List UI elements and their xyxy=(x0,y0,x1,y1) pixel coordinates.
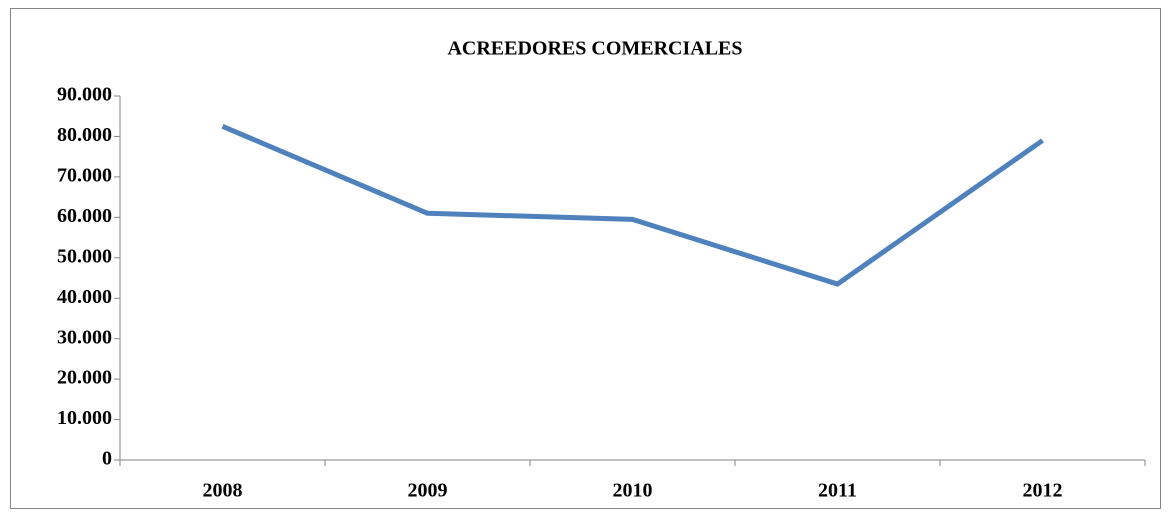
data-line xyxy=(221,124,1044,287)
x-tick-label: 2010 xyxy=(613,480,653,502)
x-tick-label: 2011 xyxy=(818,480,857,502)
y-tick-label: 80.000 xyxy=(57,124,112,146)
y-tick-label: 70.000 xyxy=(57,164,112,186)
chart-border xyxy=(10,8,1161,509)
y-tick-label: 30.000 xyxy=(57,326,112,348)
y-tick-label: 20.000 xyxy=(57,367,112,389)
y-tick-label: 90.000 xyxy=(57,84,112,106)
y-tick-label: 50.000 xyxy=(57,245,112,267)
x-tick-label: 2009 xyxy=(408,480,448,502)
x-tick-label: 2012 xyxy=(1023,480,1063,502)
y-tick-label: 0 xyxy=(102,448,112,470)
y-tick-label: 60.000 xyxy=(57,205,112,227)
y-tick-label: 40.000 xyxy=(57,286,112,308)
y-tick-label: 10.000 xyxy=(57,407,112,429)
x-tick-label: 2008 xyxy=(203,480,243,502)
chart-title: ACREEDORES COMERCIALES xyxy=(447,38,742,60)
